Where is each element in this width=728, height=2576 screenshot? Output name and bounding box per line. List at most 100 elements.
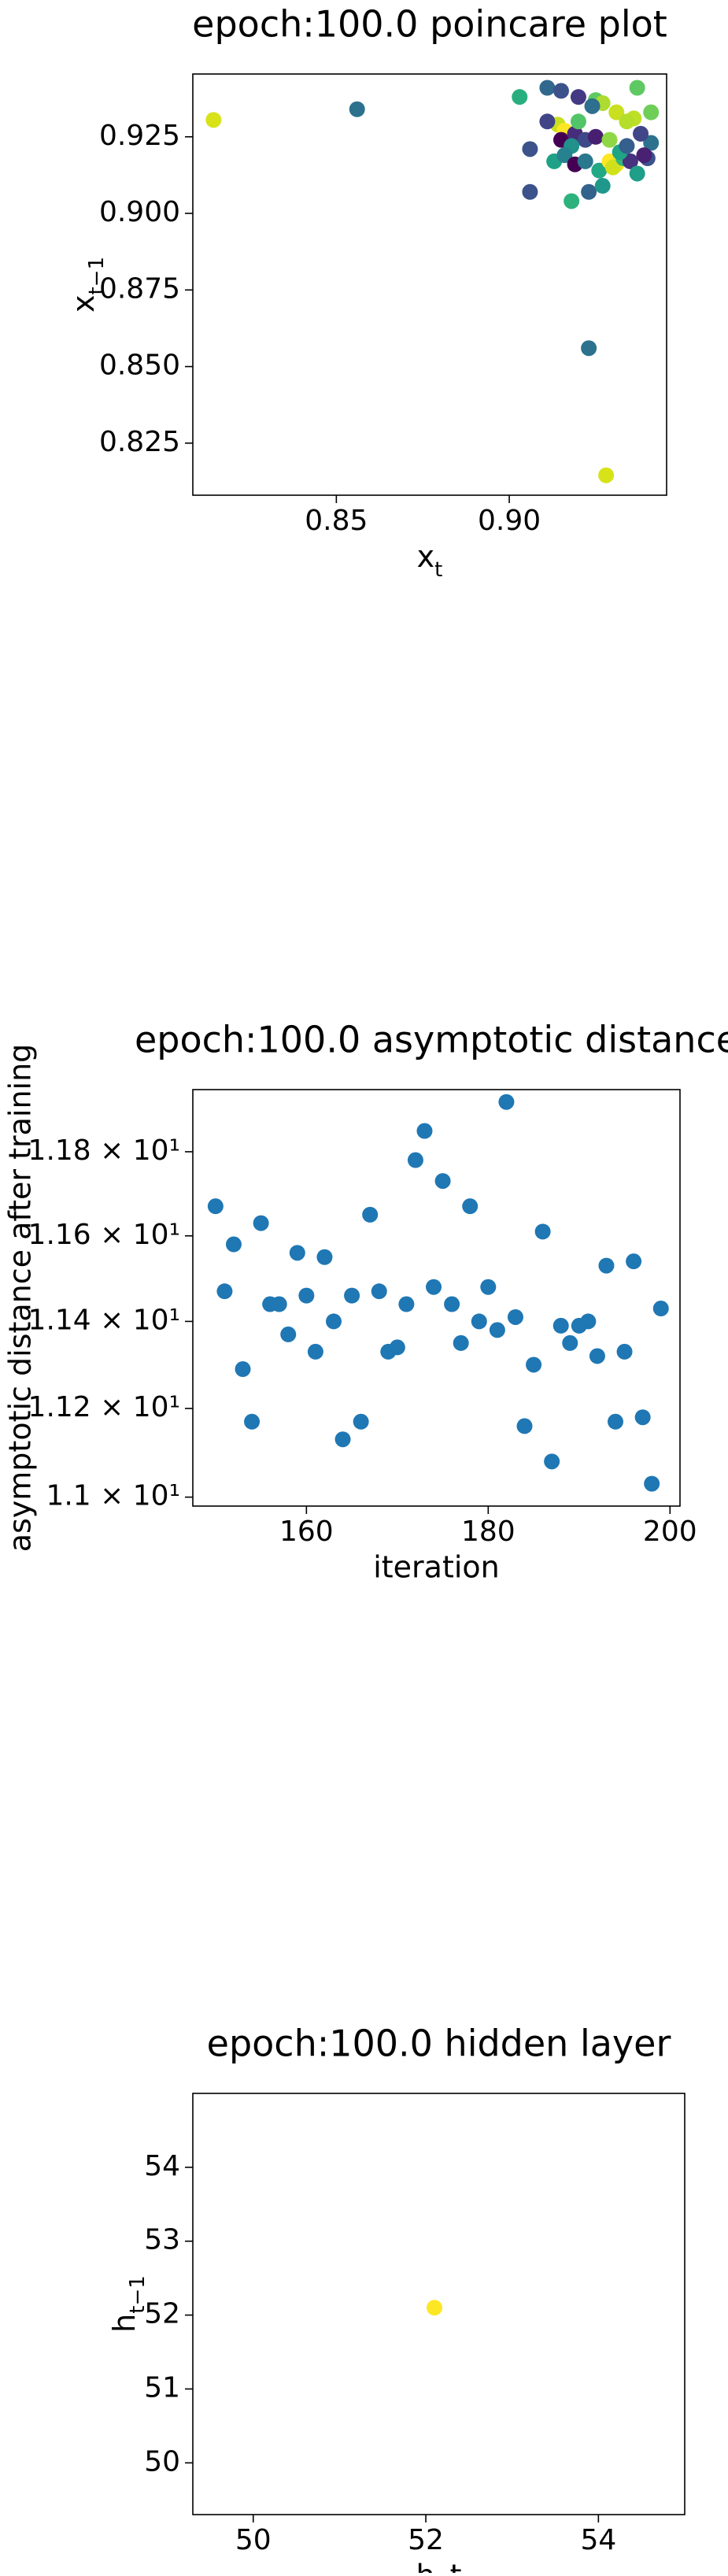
y-tick-label: 53 [144, 2224, 180, 2256]
point [619, 138, 635, 154]
y-axis-label-base: x [66, 295, 101, 313]
point [434, 1173, 451, 1190]
point [471, 1313, 487, 1330]
y-tick-label: 51 [144, 2371, 180, 2404]
x-tick-label: 52 [408, 2524, 444, 2556]
point [207, 1198, 224, 1215]
point [629, 80, 645, 96]
chart-title: epoch:100.0 asymptotic distance [135, 1019, 728, 1061]
y-axis-label-sub: t−1 [85, 257, 109, 295]
point [556, 147, 573, 164]
point [562, 1334, 578, 1351]
point [643, 135, 660, 151]
point [539, 113, 556, 130]
point [591, 162, 608, 179]
point [564, 193, 580, 209]
point [552, 1317, 569, 1334]
point [289, 1245, 305, 1261]
point [522, 183, 538, 200]
y-tick-label: 1.16 × 10¹ [28, 1219, 180, 1251]
chart-title: epoch:100.0 hidden layer [207, 2023, 671, 2065]
point [552, 83, 569, 99]
y-axis-label: asymptotic distance after training [3, 1044, 38, 1553]
y-tick-label: 0.850 [99, 350, 180, 382]
point [316, 1249, 333, 1265]
x-tick-label: 0.90 [478, 505, 541, 537]
point [544, 1453, 560, 1470]
point [253, 1215, 269, 1231]
point [371, 1283, 387, 1300]
point [526, 1356, 542, 1373]
chart-title: epoch:100.0 poincare plot [192, 3, 667, 46]
x-tick-label: 54 [580, 2524, 616, 2556]
point [626, 1253, 642, 1270]
point [444, 1296, 460, 1312]
point [634, 1409, 651, 1426]
point [326, 1313, 342, 1330]
point [362, 1206, 379, 1223]
point [636, 147, 652, 164]
y-axis-label: xt−1 [66, 257, 109, 313]
point [604, 159, 621, 176]
point [643, 104, 660, 120]
plot-frame [192, 1089, 681, 1507]
point [608, 1413, 624, 1430]
point [581, 183, 597, 200]
point [462, 1198, 479, 1215]
point [516, 1418, 533, 1434]
point [427, 2300, 443, 2316]
x-axis-label: h_t [416, 2559, 462, 2574]
x-axis-label: xt [417, 539, 443, 582]
point [577, 153, 593, 169]
point [271, 1296, 287, 1312]
point [580, 1313, 597, 1330]
x-axis-label: iteration [373, 1550, 500, 1585]
point [498, 1094, 515, 1110]
point [205, 112, 222, 128]
point [539, 80, 556, 96]
y-tick-label: 0.900 [99, 196, 180, 228]
point [416, 1123, 433, 1139]
point [644, 1475, 660, 1492]
point [235, 1361, 251, 1378]
y-axis-label-base: h [107, 2314, 142, 2333]
point [629, 165, 645, 182]
y-tick-label: 50 [144, 2445, 180, 2478]
point [622, 153, 638, 169]
point [608, 104, 625, 120]
point [581, 340, 597, 357]
y-tick-label: 1.18 × 10¹ [28, 1134, 180, 1167]
point [349, 101, 365, 117]
plot-frame [192, 73, 667, 496]
point [334, 1431, 351, 1448]
y-axis-label: ht−1 [107, 2275, 150, 2333]
plot-frame [192, 2093, 686, 2515]
point [353, 1413, 369, 1430]
point [522, 141, 538, 157]
x-axis-label-sub: t [434, 558, 442, 582]
point [584, 98, 601, 114]
y-tick-label: 1.1 × 10¹ [46, 1480, 180, 1512]
point [280, 1326, 297, 1342]
y-tick-label: 52 [144, 2298, 180, 2330]
x-tick-label: 0.85 [305, 505, 368, 537]
point [570, 89, 586, 105]
point [398, 1296, 415, 1312]
y-tick-label: 0.925 [99, 120, 180, 152]
point [507, 1308, 523, 1325]
point [594, 178, 611, 194]
point [534, 1223, 551, 1240]
point [244, 1413, 261, 1430]
point [389, 1339, 405, 1356]
y-tick-label: 1.14 × 10¹ [28, 1304, 180, 1336]
point [652, 1301, 669, 1317]
point [489, 1322, 505, 1338]
point [512, 89, 528, 105]
point [633, 125, 649, 142]
y-tick-label: 0.825 [99, 426, 180, 458]
point [407, 1152, 423, 1168]
y-tick-label: 1.12 × 10¹ [28, 1391, 180, 1423]
point [225, 1236, 242, 1253]
point [216, 1283, 233, 1300]
